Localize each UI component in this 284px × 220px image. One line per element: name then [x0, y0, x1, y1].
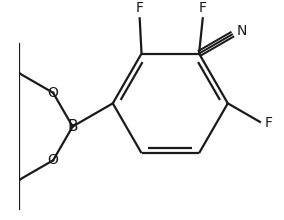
Text: N: N: [237, 24, 247, 38]
Text: F: F: [265, 116, 273, 130]
Text: O: O: [48, 86, 59, 100]
Text: F: F: [136, 1, 144, 15]
Text: B: B: [67, 119, 78, 134]
Text: F: F: [199, 1, 207, 15]
Text: O: O: [48, 153, 59, 167]
